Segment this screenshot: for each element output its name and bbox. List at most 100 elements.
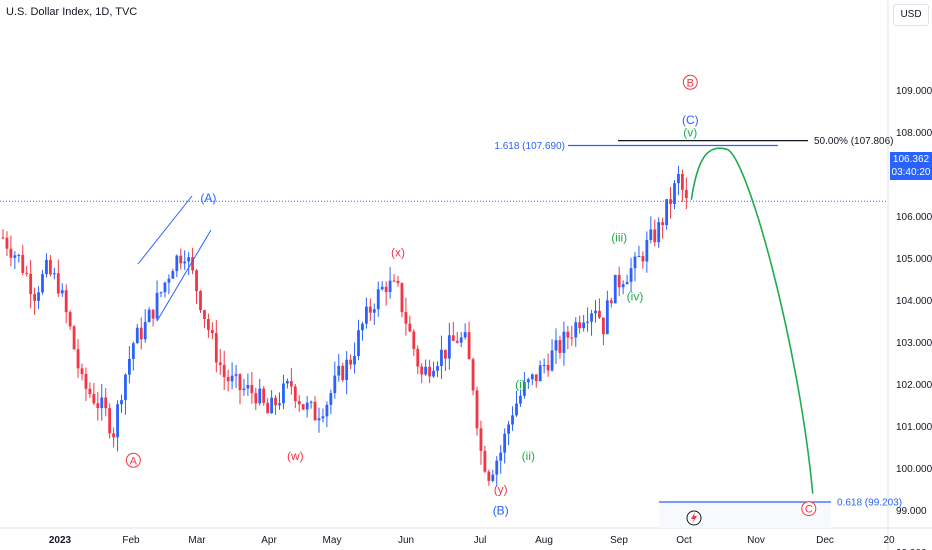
candle [293, 386, 297, 402]
candle [400, 283, 404, 313]
candle [629, 268, 633, 282]
candle [534, 374, 538, 382]
x-tick-label: May [323, 535, 342, 546]
candle [222, 364, 226, 378]
candle [329, 393, 333, 405]
candle [479, 428, 483, 451]
wave-label: (w) [287, 449, 304, 463]
candle [254, 393, 258, 404]
candle [297, 401, 301, 405]
candle [420, 366, 424, 375]
candle [503, 433, 507, 453]
candle [621, 284, 625, 288]
candle [586, 321, 589, 323]
candle [487, 471, 491, 481]
candle [388, 280, 392, 292]
candle [353, 355, 356, 365]
candle [566, 331, 570, 338]
candle [376, 289, 380, 310]
candle [214, 333, 218, 363]
last-price-tag: 106.362 03:40:20 [890, 152, 932, 180]
candle [598, 310, 601, 318]
candle [258, 388, 262, 404]
candle [112, 433, 115, 438]
wave-label-circle [801, 501, 817, 517]
candle [139, 327, 143, 340]
candle [491, 474, 495, 481]
candle [282, 383, 285, 404]
y-tick-label: 102.000 [896, 380, 932, 391]
candle [199, 291, 202, 311]
candle [515, 403, 518, 416]
last-price-value: 106.362 [892, 154, 930, 165]
currency-button[interactable]: USD [893, 4, 929, 26]
candle [226, 377, 230, 382]
candle [428, 366, 431, 377]
channel-lower [156, 229, 212, 322]
y-tick-label: 101.000 [896, 422, 932, 433]
candle [143, 321, 147, 340]
projection-curve [690, 147, 814, 494]
candle [72, 326, 76, 350]
candle [357, 330, 360, 356]
candle [499, 452, 503, 461]
candle [286, 381, 289, 384]
candle [13, 255, 17, 258]
candle [365, 306, 368, 324]
candle [84, 373, 88, 389]
lightning-icon [691, 512, 697, 524]
candle [519, 395, 522, 404]
candle [49, 259, 52, 275]
candle [455, 340, 459, 343]
candle [135, 327, 139, 344]
candle [554, 340, 558, 351]
candle [96, 403, 100, 409]
wave-label: (iii) [611, 231, 627, 245]
wave-label: (A) [200, 191, 216, 205]
wave-label: (i) [515, 378, 526, 392]
candle [471, 359, 475, 391]
fib-level-label: 50.00% (107.806) [814, 136, 894, 147]
candle [278, 403, 281, 406]
x-tick-label: Apr [261, 535, 277, 546]
candle [574, 322, 578, 338]
wave-label: C [805, 504, 813, 516]
candle [653, 229, 657, 243]
candle [29, 273, 33, 295]
candle [207, 319, 210, 330]
wave-label: (v) [683, 126, 697, 140]
x-tick-label: 20 [883, 535, 895, 546]
candle [507, 424, 510, 434]
candle [412, 331, 416, 349]
fib-level-label: 1.618 (107.690) [494, 141, 565, 152]
candle [179, 255, 183, 264]
candle [617, 274, 621, 288]
candle [321, 416, 325, 419]
candle [191, 257, 194, 271]
candle [80, 368, 84, 374]
candle [56, 273, 60, 294]
candle [68, 312, 72, 327]
candle [408, 323, 412, 332]
candle [238, 374, 242, 391]
candle [424, 366, 428, 375]
symbol-title[interactable]: U.S. Dollar Index, 1D, TVC [6, 6, 138, 18]
wave-label: (ii) [522, 449, 535, 463]
candle [384, 286, 388, 292]
candle [37, 292, 40, 301]
candle [475, 390, 479, 429]
candle [447, 335, 451, 359]
wave-label: (y) [494, 483, 508, 497]
y-tick-label: 104.000 [896, 296, 932, 307]
candle [270, 397, 273, 414]
candle [550, 350, 554, 371]
candle [542, 364, 546, 366]
candle [301, 404, 305, 410]
candle [52, 273, 56, 275]
candle [230, 375, 234, 382]
y-tick-label: 105.000 [896, 254, 932, 265]
candle [250, 385, 254, 394]
candle [120, 400, 123, 405]
candle [605, 300, 609, 335]
